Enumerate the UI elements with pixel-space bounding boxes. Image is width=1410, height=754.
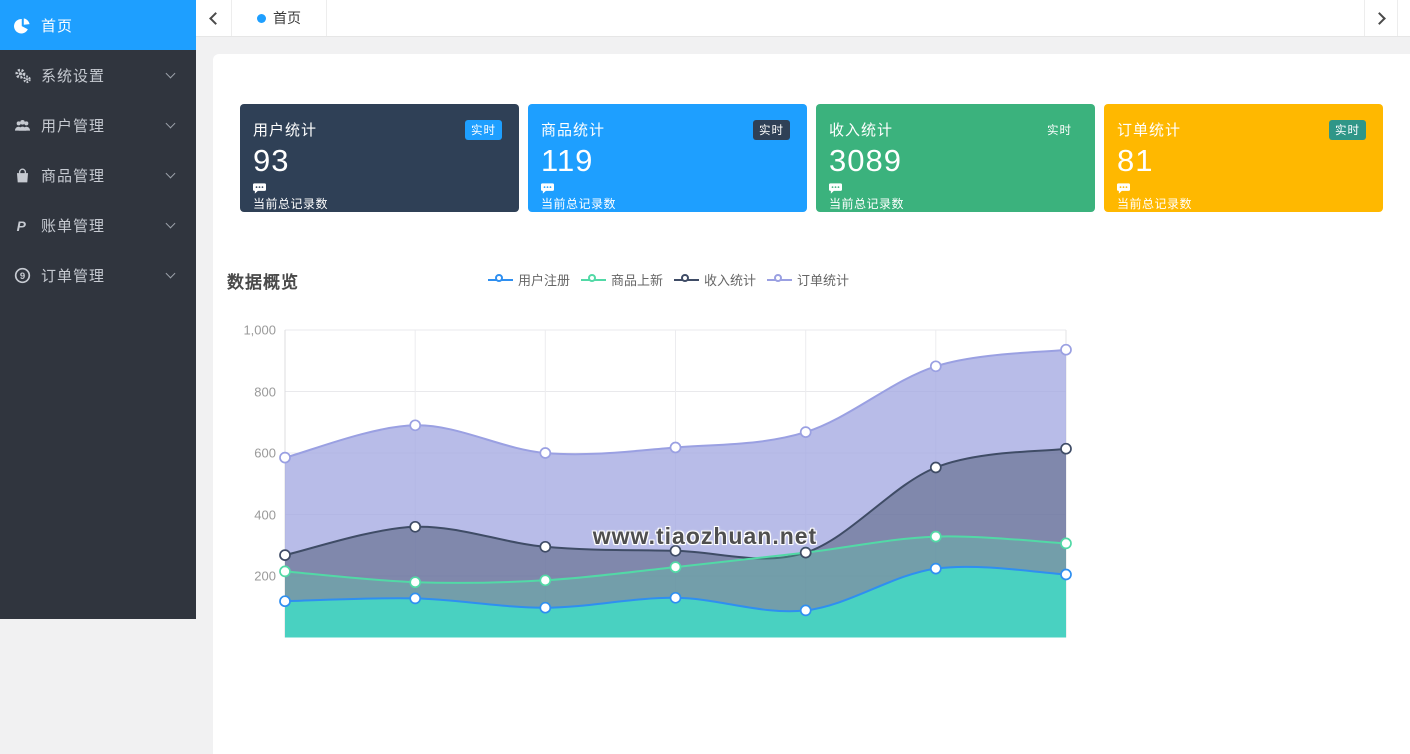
- sidebar-item-user-management[interactable]: 用户管理: [0, 100, 196, 150]
- sidebar-item-home[interactable]: 首页: [0, 0, 196, 50]
- legend-item-orders[interactable]: 订单统计: [767, 270, 849, 289]
- sidebar-item-bill-management[interactable]: P 账单管理: [0, 200, 196, 250]
- dashboard-panel: 用户统计 实时 93 当前总记录数 商品统计 实时 119 当前总记录数 收入统…: [213, 54, 1410, 754]
- stat-value: 81: [1117, 145, 1367, 178]
- sidebar-item-system-settings[interactable]: 系统设置: [0, 50, 196, 100]
- comment-bubble-icon: [1117, 182, 1367, 194]
- stat-card-orders: 订单统计 实时 81 当前总记录数: [1104, 104, 1383, 212]
- sidebar-item-label: 首页: [41, 15, 182, 36]
- realtime-badge: 实时: [1329, 120, 1366, 140]
- y-axis-tick-label: 1,000: [243, 323, 276, 338]
- chart-legend: 用户注册 商品上新 收入统计 订单统计: [488, 270, 849, 289]
- y-axis-tick-label: 200: [254, 569, 276, 584]
- tab-home[interactable]: 首页: [232, 0, 327, 36]
- legend-marker-icon: [674, 275, 699, 285]
- active-tab-dot-icon: [257, 14, 266, 23]
- legend-label: 商品上新: [611, 270, 663, 289]
- sidebar-item-label: 商品管理: [41, 165, 167, 186]
- watermark: www.tiaozhuan.net: [593, 523, 817, 550]
- stat-card-users: 用户统计 实时 93 当前总记录数: [240, 104, 519, 212]
- users-icon: [14, 117, 31, 134]
- svg-text:P: P: [17, 217, 27, 233]
- pie-chart-icon: [14, 17, 31, 34]
- sidebar-item-label: 用户管理: [41, 115, 167, 136]
- sidebar-item-label: 系统设置: [41, 65, 167, 86]
- tab-label: 首页: [273, 8, 301, 28]
- comment-bubble-icon: [829, 182, 1079, 194]
- chevron-left-icon: [209, 12, 222, 25]
- legend-marker-icon: [767, 275, 792, 285]
- legend-marker-icon: [581, 275, 606, 285]
- stat-value: 3089: [829, 145, 1079, 178]
- main-content: 用户统计 实时 93 当前总记录数 商品统计 实时 119 当前总记录数 收入统…: [196, 37, 1410, 619]
- y-axis-tick-label: 400: [254, 507, 276, 522]
- order-circle-icon: 9: [14, 267, 31, 284]
- comment-bubble-icon: [541, 182, 791, 194]
- stat-value: 119: [541, 145, 791, 178]
- comment-bubble-icon: [253, 182, 503, 194]
- stat-desc: 当前总记录数: [253, 195, 503, 212]
- legend-label: 订单统计: [797, 270, 849, 289]
- chevron-down-icon: [166, 68, 176, 78]
- paypal-icon: P: [14, 217, 31, 234]
- shopping-bag-icon: [14, 167, 31, 184]
- stat-desc: 当前总记录数: [541, 195, 791, 212]
- stat-desc: 当前总记录数: [829, 195, 1079, 212]
- legend-item-income[interactable]: 收入统计: [674, 270, 756, 289]
- gears-icon: [14, 67, 31, 84]
- chart-header: 数据概览 用户注册 商品上新 收入统计 订单统计: [223, 268, 1390, 292]
- stat-desc: 当前总记录数: [1117, 195, 1367, 212]
- y-axis-tick-label: 600: [254, 446, 276, 461]
- stat-value: 93: [253, 145, 503, 178]
- stat-card-income: 收入统计 实时 3089 当前总记录数: [816, 104, 1095, 212]
- y-axis-tick-label: 800: [254, 384, 276, 399]
- sidebar-item-product-management[interactable]: 商品管理: [0, 150, 196, 200]
- realtime-badge: 实时: [753, 120, 790, 140]
- stats-row: 用户统计 实时 93 当前总记录数 商品统计 实时 119 当前总记录数 收入统…: [240, 104, 1383, 212]
- svg-text:9: 9: [20, 270, 25, 281]
- realtime-badge: 实时: [1041, 120, 1078, 140]
- sidebar: 首页 系统设置 用户管理 商品管理 P 账单管理 9 订单管理: [0, 0, 196, 619]
- chevron-down-icon: [166, 118, 176, 128]
- tab-bar: 首页: [196, 0, 1410, 37]
- stat-card-products: 商品统计 实时 119 当前总记录数: [528, 104, 807, 212]
- chevron-right-icon: [1373, 12, 1386, 25]
- chart-title: 数据概览: [227, 268, 299, 293]
- legend-label: 用户注册: [518, 270, 570, 289]
- chevron-down-icon: [166, 218, 176, 228]
- sidebar-item-label: 账单管理: [41, 215, 167, 236]
- sidebar-item-order-management[interactable]: 9 订单管理: [0, 250, 196, 300]
- realtime-badge: 实时: [465, 120, 502, 140]
- legend-item-new-products[interactable]: 商品上新: [581, 270, 663, 289]
- legend-item-user-register[interactable]: 用户注册: [488, 270, 570, 289]
- chevron-down-icon: [166, 168, 176, 178]
- chevron-down-icon: [166, 268, 176, 278]
- legend-label: 收入统计: [704, 270, 756, 289]
- sidebar-item-label: 订单管理: [41, 265, 167, 286]
- tabs-scroll-right-button[interactable]: [1364, 0, 1398, 36]
- tabs-scroll-left-button[interactable]: [196, 0, 232, 36]
- legend-marker-icon: [488, 275, 513, 285]
